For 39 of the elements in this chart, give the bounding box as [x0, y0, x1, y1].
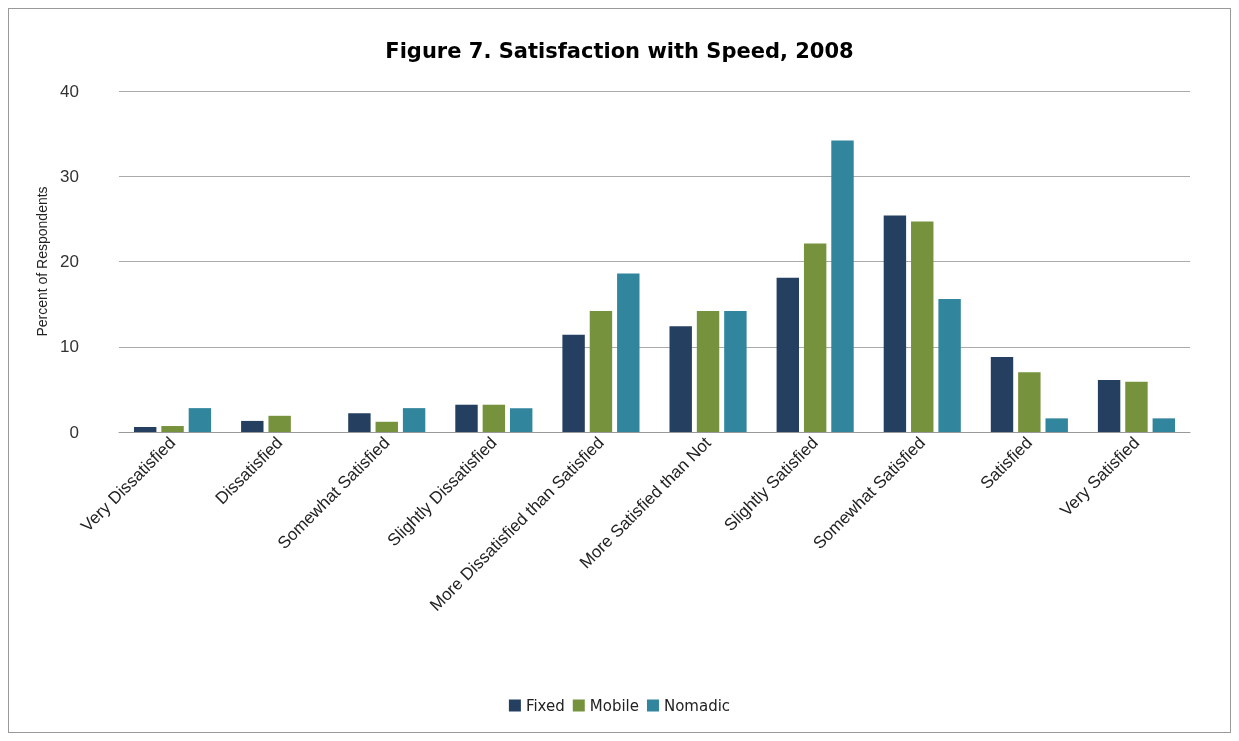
y-tick-label: 10 — [60, 337, 79, 357]
bar — [990, 356, 1014, 432]
bar — [1125, 381, 1148, 432]
bar — [1097, 380, 1121, 432]
bar — [188, 408, 212, 432]
bar — [348, 413, 371, 432]
bar — [617, 273, 640, 432]
chart-title: Figure 7. Satisfaction with Speed, 2008 — [385, 38, 854, 63]
bar — [669, 326, 692, 432]
bar — [883, 215, 907, 432]
bar — [1152, 418, 1176, 432]
bar — [375, 421, 398, 432]
bar — [161, 426, 184, 432]
bar — [589, 310, 613, 432]
y-tick-label: 30 — [60, 166, 79, 186]
bar — [241, 420, 264, 432]
bar — [696, 310, 720, 432]
bar — [1045, 418, 1068, 432]
legend-label: Nomadic — [663, 696, 731, 715]
bar — [562, 334, 585, 432]
bar — [724, 310, 747, 432]
bar — [509, 408, 533, 432]
y-axis-title: Percent of Respondents — [34, 186, 51, 337]
bar — [268, 415, 291, 432]
y-tick-label: 20 — [60, 252, 79, 271]
y-tick-label: 40 — [60, 81, 79, 101]
bar — [911, 221, 934, 432]
bar — [776, 277, 800, 432]
bar — [1018, 372, 1041, 432]
bar — [482, 404, 506, 432]
bar — [455, 404, 478, 432]
bar — [803, 243, 827, 432]
bar — [938, 299, 961, 432]
legend-label: Mobile — [589, 696, 639, 715]
y-tick-label: 0 — [69, 422, 79, 442]
legend-label: Fixed — [525, 696, 565, 715]
bar — [402, 408, 426, 432]
bar — [831, 140, 854, 432]
bar — [133, 426, 157, 432]
